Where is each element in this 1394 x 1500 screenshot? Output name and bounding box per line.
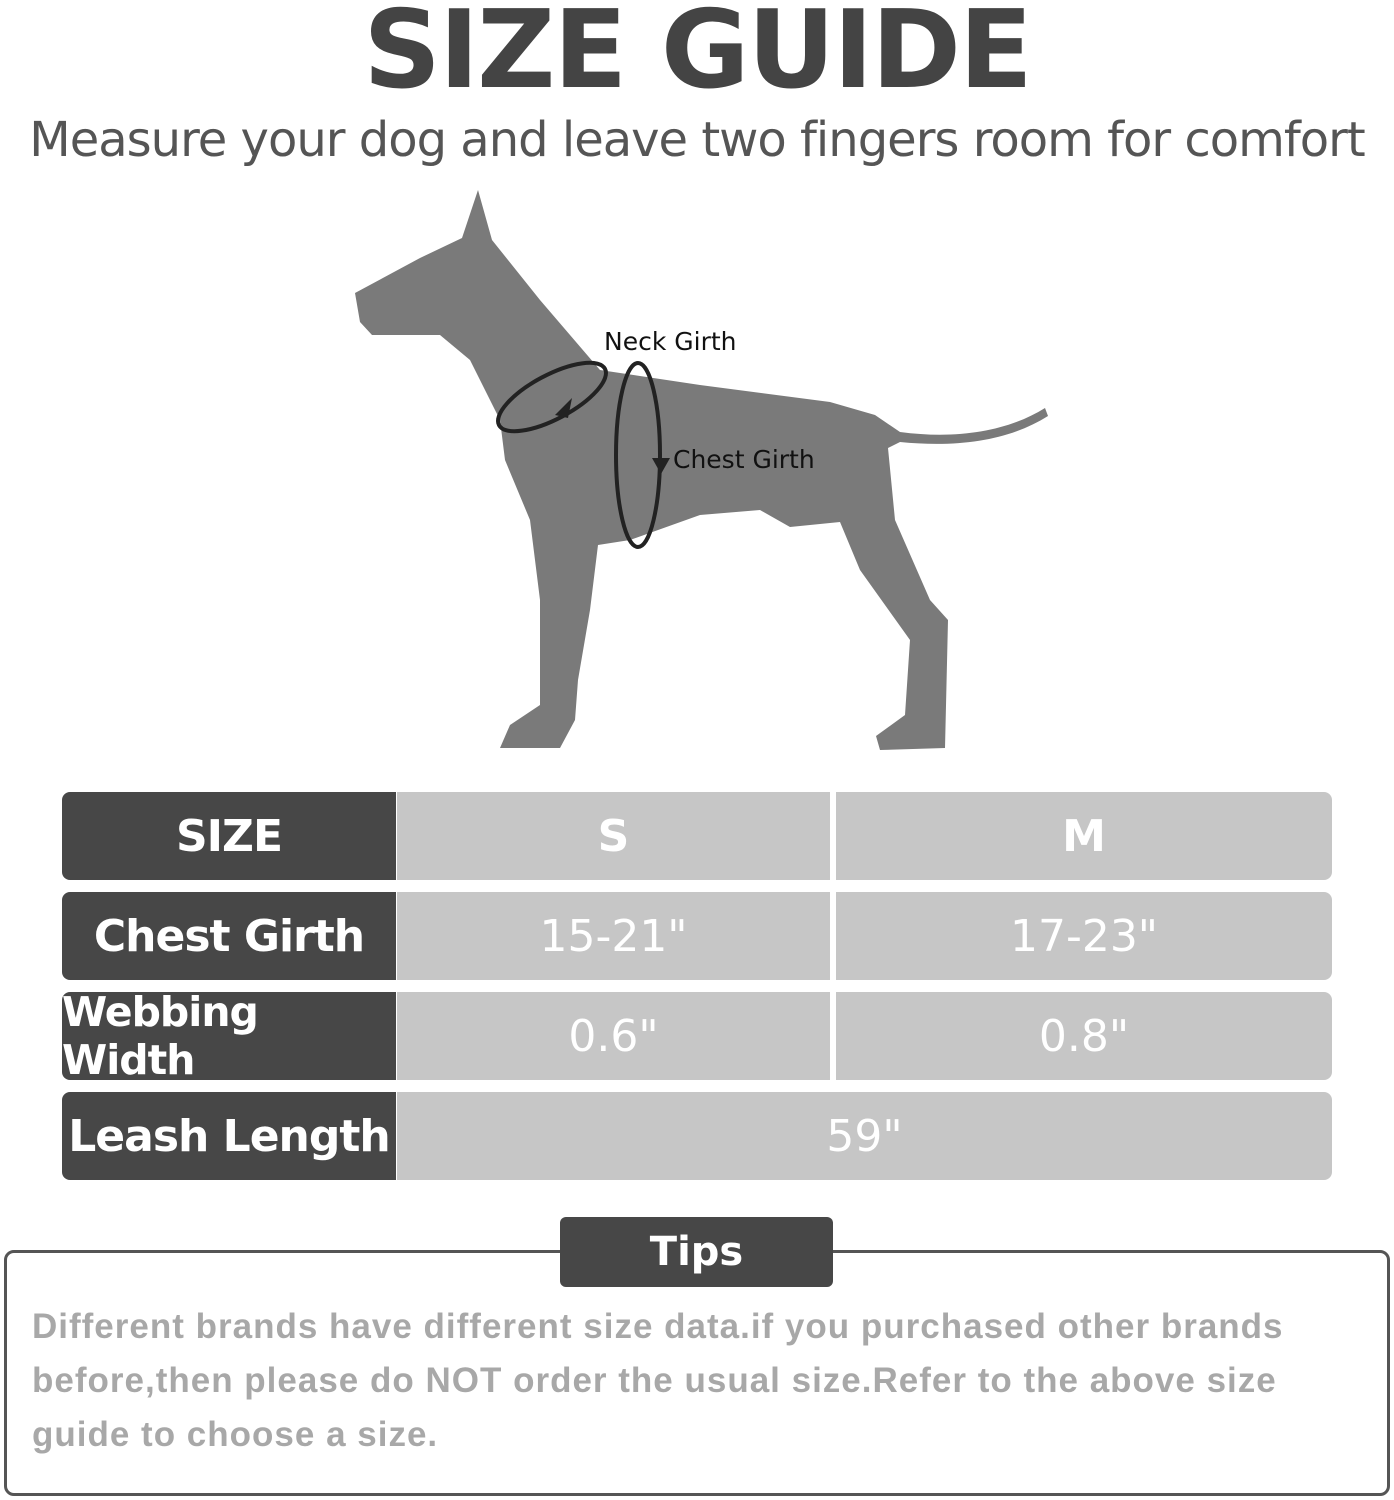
row-label: Webbing Width xyxy=(62,988,396,1084)
dog-silhouette xyxy=(355,190,1048,750)
page-subtitle: Measure your dog and leave two fingers r… xyxy=(29,112,1365,168)
all-sizes-value: 59" xyxy=(397,1092,1332,1180)
size-header: SIZE xyxy=(62,792,396,880)
row-label: Chest Girth xyxy=(62,892,396,980)
size-s-value: 0.6" xyxy=(397,992,830,1080)
size-m-value: 17-23" xyxy=(836,892,1332,980)
table-row: Webbing Width 0.6" 0.8" xyxy=(62,988,1332,1084)
size-s-value: 15-21" xyxy=(397,892,830,980)
size-m-value: 0.8" xyxy=(836,992,1332,1080)
row-label: Leash Length xyxy=(62,1092,396,1180)
chest-arrow-icon xyxy=(652,458,670,474)
table-row: Chest Girth 15-21" 17-23" xyxy=(62,892,1332,980)
table-header-row: SIZE S M xyxy=(62,792,1332,880)
neck-arrow-icon xyxy=(555,398,572,418)
tips-label: Tips xyxy=(560,1217,833,1287)
page-title: SIZE GUIDE xyxy=(363,0,1033,113)
size-s-header: S xyxy=(397,792,830,880)
neck-girth-label: Neck Girth xyxy=(604,327,737,356)
chest-girth-label: Chest Girth xyxy=(673,445,815,474)
chest-girth-marker xyxy=(614,361,662,549)
table-row: Leash Length 59" xyxy=(62,1092,1332,1180)
dog-measurement-diagram: Neck Girth Chest Girth xyxy=(355,190,1048,750)
tips-text: Different brands have different size dat… xyxy=(32,1307,1284,1454)
size-m-header: M xyxy=(836,792,1332,880)
